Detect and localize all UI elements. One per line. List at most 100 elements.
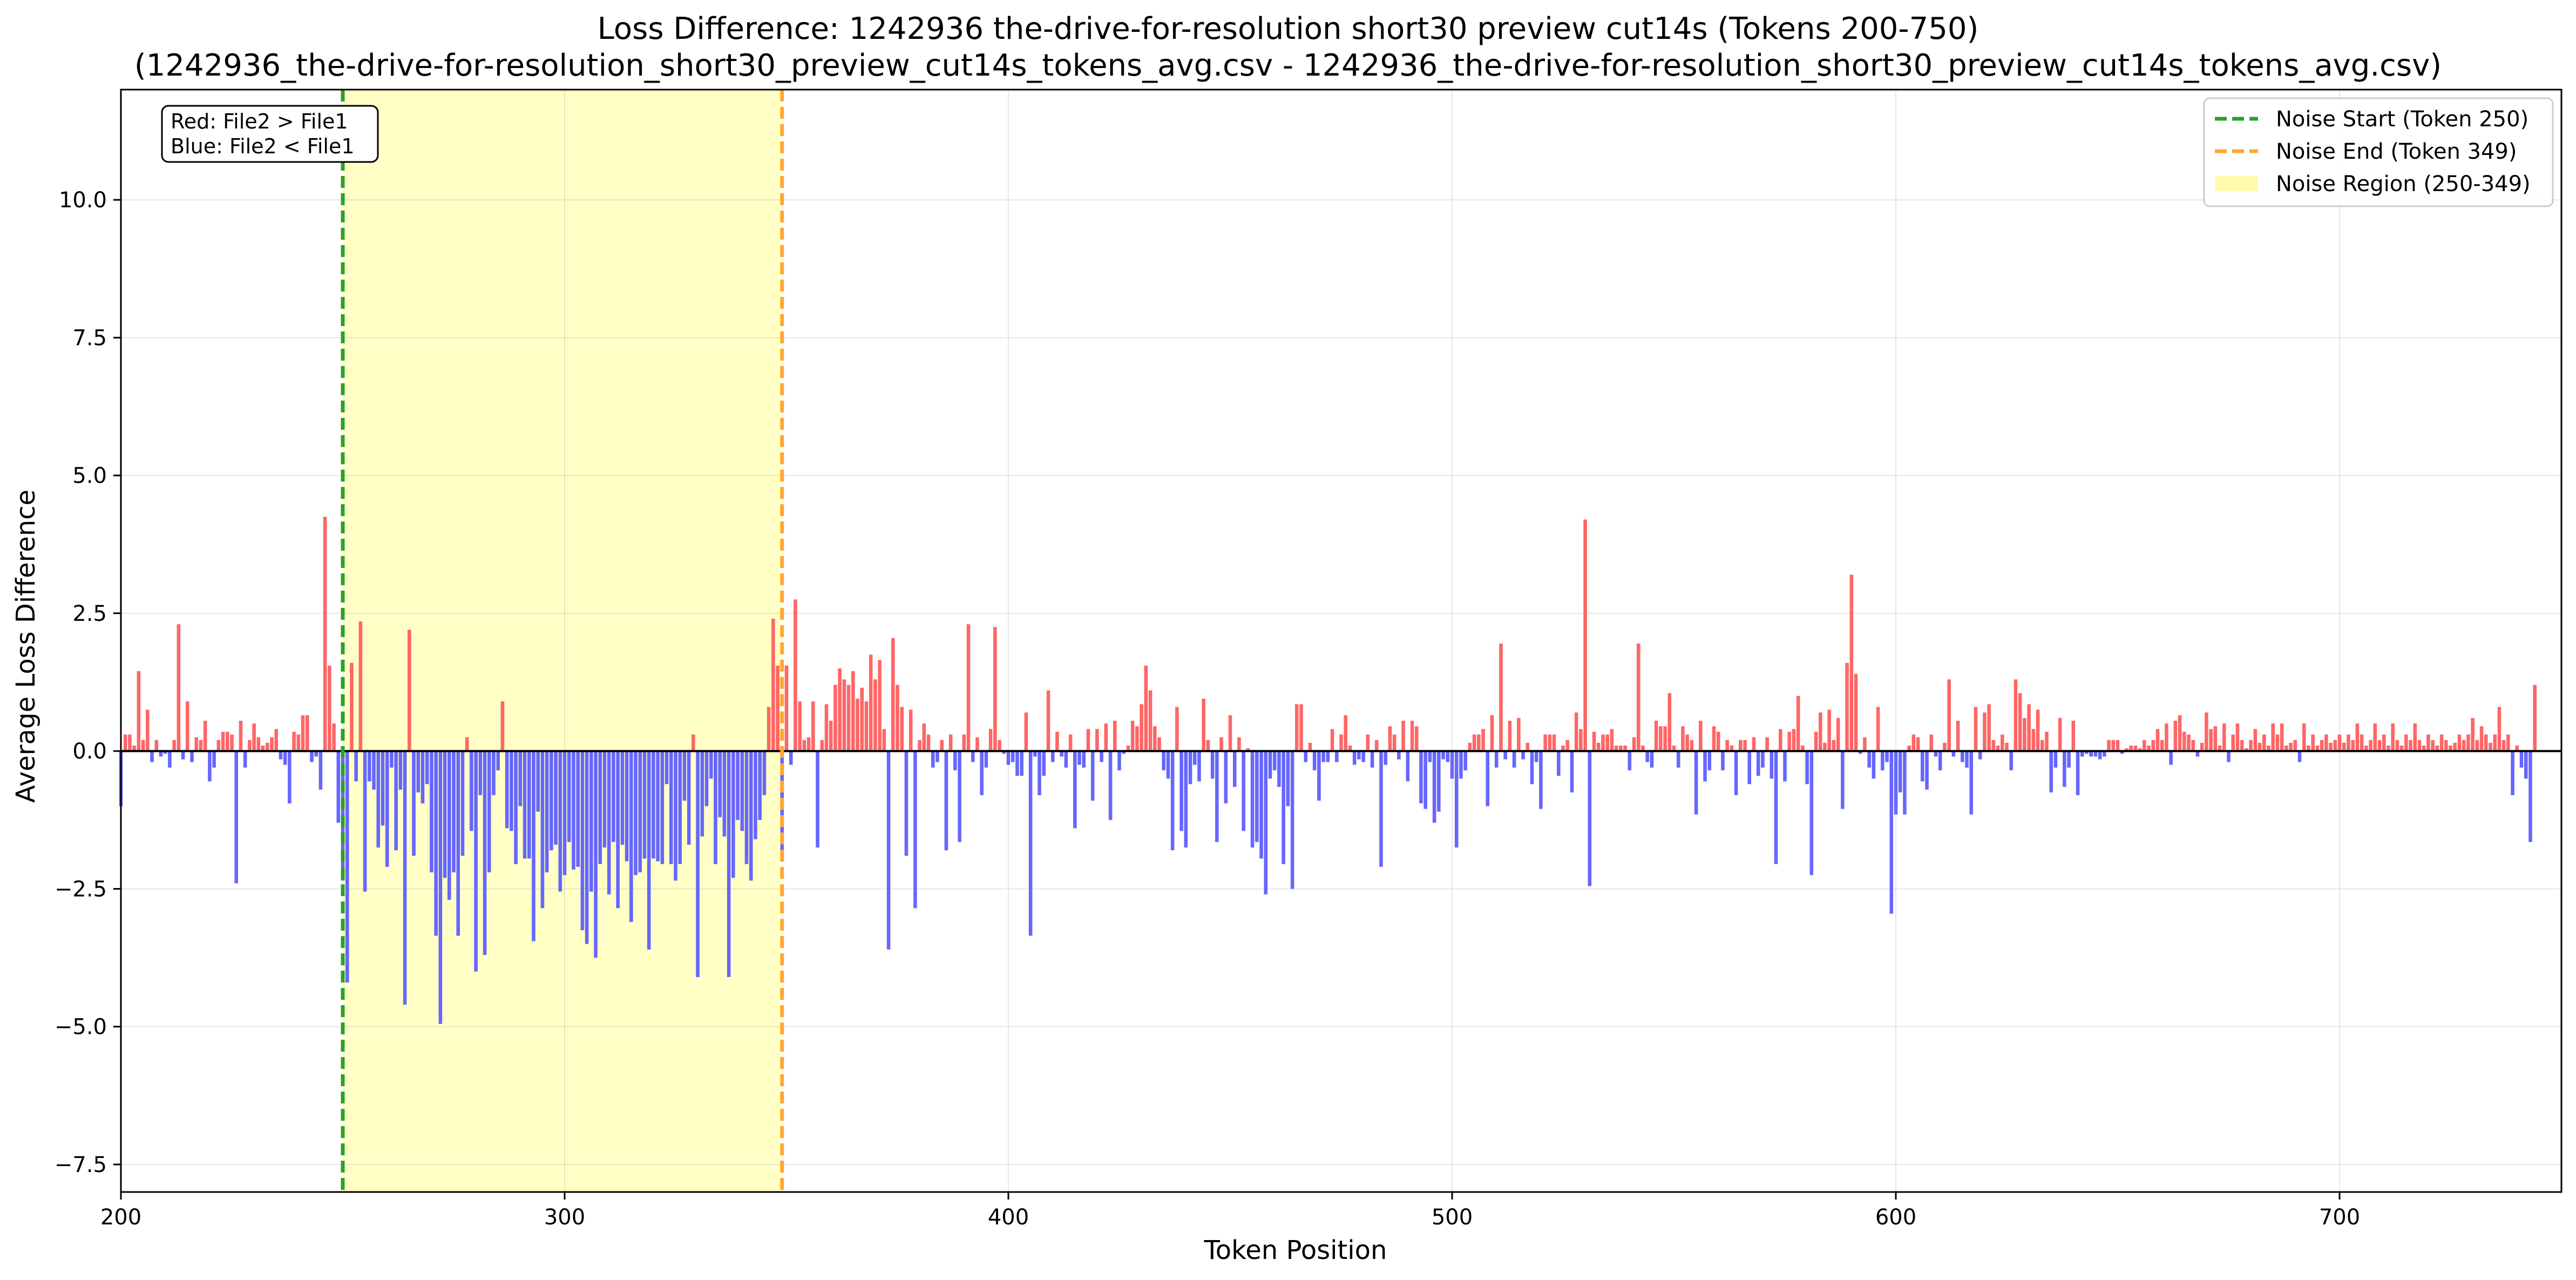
bar bbox=[784, 665, 789, 751]
bar bbox=[372, 751, 376, 790]
bar bbox=[2484, 734, 2488, 751]
y-tick-label: −5.0 bbox=[55, 1015, 107, 1040]
bar bbox=[1162, 751, 1165, 770]
bar bbox=[993, 627, 997, 751]
bar bbox=[243, 751, 247, 768]
bar bbox=[225, 732, 229, 751]
bar bbox=[1508, 721, 1512, 751]
bar bbox=[704, 751, 709, 807]
bar bbox=[1628, 751, 1632, 770]
bar bbox=[1889, 751, 1894, 914]
bar bbox=[1703, 751, 1707, 782]
bar bbox=[589, 751, 593, 892]
bar bbox=[1619, 745, 1623, 751]
bar bbox=[1654, 721, 1658, 751]
bar bbox=[283, 751, 287, 765]
bar bbox=[1663, 726, 1667, 751]
bar bbox=[514, 751, 518, 864]
bar bbox=[1232, 751, 1237, 787]
bar bbox=[1761, 751, 1765, 768]
bar bbox=[1392, 734, 1397, 751]
bar bbox=[1255, 751, 1259, 842]
bar bbox=[2324, 734, 2328, 751]
bar bbox=[634, 751, 638, 875]
bar bbox=[926, 734, 931, 751]
bar bbox=[314, 751, 318, 757]
bar bbox=[660, 751, 665, 864]
bar bbox=[2262, 734, 2266, 751]
bar bbox=[1685, 734, 1689, 751]
bar bbox=[1943, 742, 1947, 751]
bar bbox=[2315, 745, 2320, 751]
bar bbox=[2524, 751, 2528, 779]
bar bbox=[2240, 740, 2244, 751]
bar bbox=[2293, 740, 2297, 751]
bar bbox=[1526, 742, 1530, 751]
bar bbox=[2329, 742, 2333, 751]
bar bbox=[1481, 729, 1485, 751]
bar bbox=[1690, 740, 1694, 751]
bar bbox=[1903, 751, 1907, 815]
bar bbox=[2528, 751, 2532, 842]
bar bbox=[1858, 751, 1862, 754]
bar bbox=[1872, 751, 1876, 779]
bar bbox=[1796, 696, 1800, 751]
bar bbox=[1614, 745, 1618, 751]
bar bbox=[1454, 751, 1459, 848]
bar bbox=[789, 751, 793, 765]
bar bbox=[682, 751, 687, 801]
bar bbox=[1104, 723, 1108, 751]
bar bbox=[971, 751, 975, 762]
bar bbox=[261, 745, 265, 751]
bar bbox=[1778, 729, 1782, 751]
bar bbox=[1681, 726, 1685, 751]
bar bbox=[1490, 715, 1494, 751]
bars-layer bbox=[119, 517, 2537, 1024]
bar bbox=[2497, 707, 2502, 751]
bar bbox=[1610, 729, 1614, 751]
bar bbox=[736, 751, 740, 820]
bar bbox=[1077, 751, 1081, 765]
bar bbox=[1312, 751, 1317, 770]
bar bbox=[1521, 751, 1525, 760]
bar bbox=[1818, 712, 1822, 751]
bar bbox=[669, 751, 673, 864]
bar bbox=[1934, 751, 1938, 757]
bar bbox=[234, 751, 239, 884]
bar bbox=[2129, 745, 2133, 751]
bar bbox=[2373, 723, 2377, 751]
bar bbox=[1854, 674, 1858, 751]
ticks-layer: 200 300 400 500 600 700 −7.5 −5.0 −2.5 0.0 2.5 5.0 7… bbox=[55, 188, 2360, 1230]
bar bbox=[2289, 742, 2293, 751]
bar bbox=[638, 751, 642, 872]
bar bbox=[132, 745, 136, 751]
bar bbox=[478, 751, 483, 795]
bar bbox=[186, 701, 189, 751]
bar bbox=[288, 751, 292, 804]
bar bbox=[1423, 751, 1427, 809]
bar bbox=[1623, 745, 1627, 751]
bar bbox=[1801, 745, 1805, 751]
bar bbox=[1290, 751, 1294, 889]
bar bbox=[2125, 748, 2128, 751]
bar bbox=[412, 751, 416, 856]
bar bbox=[1441, 751, 1445, 760]
bar bbox=[430, 751, 433, 872]
bar bbox=[1202, 699, 1205, 751]
bar bbox=[545, 751, 549, 872]
bar bbox=[1175, 707, 1179, 751]
bar bbox=[2511, 751, 2514, 795]
bar bbox=[163, 751, 167, 754]
bar bbox=[1459, 751, 1463, 779]
bar bbox=[230, 734, 234, 751]
bar bbox=[1366, 734, 1370, 751]
bar bbox=[434, 751, 438, 936]
bar bbox=[394, 751, 398, 850]
bar bbox=[500, 701, 505, 751]
bar bbox=[2027, 704, 2031, 751]
bar bbox=[1725, 740, 1729, 751]
bar bbox=[2431, 740, 2435, 751]
bar bbox=[2116, 740, 2120, 751]
bar bbox=[1929, 734, 1934, 751]
bar bbox=[1073, 751, 1077, 829]
